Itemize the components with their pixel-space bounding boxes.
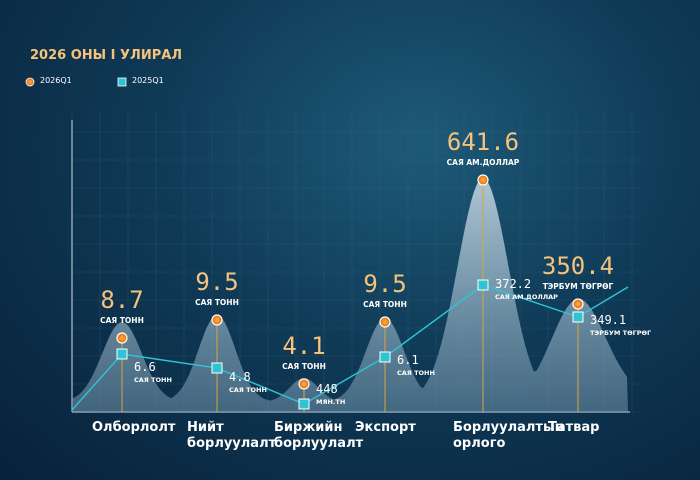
- unit-label: САЯ ТОНН: [100, 316, 144, 325]
- legend-label: 2025Q1: [132, 76, 164, 85]
- value-label: 6.1: [397, 353, 419, 367]
- value-label: 9.5: [363, 270, 407, 298]
- unit-label: МЯН.ТН: [316, 398, 346, 406]
- x-category-label: Борлуулалтын орлого: [453, 420, 564, 451]
- marker-2026: [572, 298, 584, 310]
- value-label: 349.1: [590, 313, 627, 327]
- unit-label: САЯ АМ.ДОЛЛАР: [446, 158, 520, 167]
- title: 2026 ОНЫ I УЛИРАЛ: [30, 48, 183, 63]
- marker-2025: [298, 398, 310, 410]
- marker-2026: [211, 314, 223, 326]
- marker-2026: [379, 316, 391, 328]
- marker-2025: [477, 279, 489, 291]
- value-label: 448: [316, 382, 338, 396]
- value-label: 372.2: [495, 277, 532, 291]
- marker-2025: [379, 351, 391, 363]
- x-category-label: Нийт борлуулалт: [187, 420, 277, 451]
- x-category-label: Татвар: [548, 420, 600, 435]
- unit-label: САЯ АМ.ДОЛЛАР: [495, 293, 558, 301]
- unit-label: САЯ ТОНН: [195, 298, 239, 307]
- value-label: 4.8: [229, 370, 251, 384]
- x-category-label: Олборлолт: [92, 420, 176, 435]
- unit-label: САЯ ТОНН: [229, 386, 267, 394]
- x-category-label: Биржийн борлуулалт: [274, 420, 364, 451]
- value-label: 6.6: [134, 360, 156, 374]
- legend-marker: [117, 77, 127, 87]
- unit-label: ТЭРБУМ ТӨГРӨГ: [542, 282, 614, 291]
- x-category-label: Экспорт: [355, 420, 416, 435]
- marker-2026: [298, 378, 310, 390]
- value-label: 8.7: [100, 286, 144, 314]
- marker-2025: [116, 348, 128, 360]
- mountain-area: [72, 178, 628, 412]
- marker-2025: [572, 311, 584, 323]
- unit-label: ТЭРБУМ ТӨГРӨГ: [590, 329, 652, 337]
- legend-marker: [25, 77, 35, 87]
- value-label: 9.5: [195, 268, 239, 296]
- value-label: 641.6: [446, 128, 520, 156]
- unit-label: САЯ ТОНН: [363, 300, 407, 309]
- unit-label: САЯ ТОНН: [282, 362, 326, 371]
- series-line: [71, 284, 629, 411]
- marker-2026: [116, 332, 128, 344]
- legend-label: 2026Q1: [40, 76, 72, 85]
- value-label: 350.4: [541, 252, 615, 280]
- marker-2025: [211, 362, 223, 374]
- unit-label: САЯ ТОНН: [134, 376, 172, 384]
- marker-2026: [477, 174, 489, 186]
- unit-label: САЯ ТОНН: [397, 369, 435, 377]
- value-label: 4.1: [282, 332, 326, 360]
